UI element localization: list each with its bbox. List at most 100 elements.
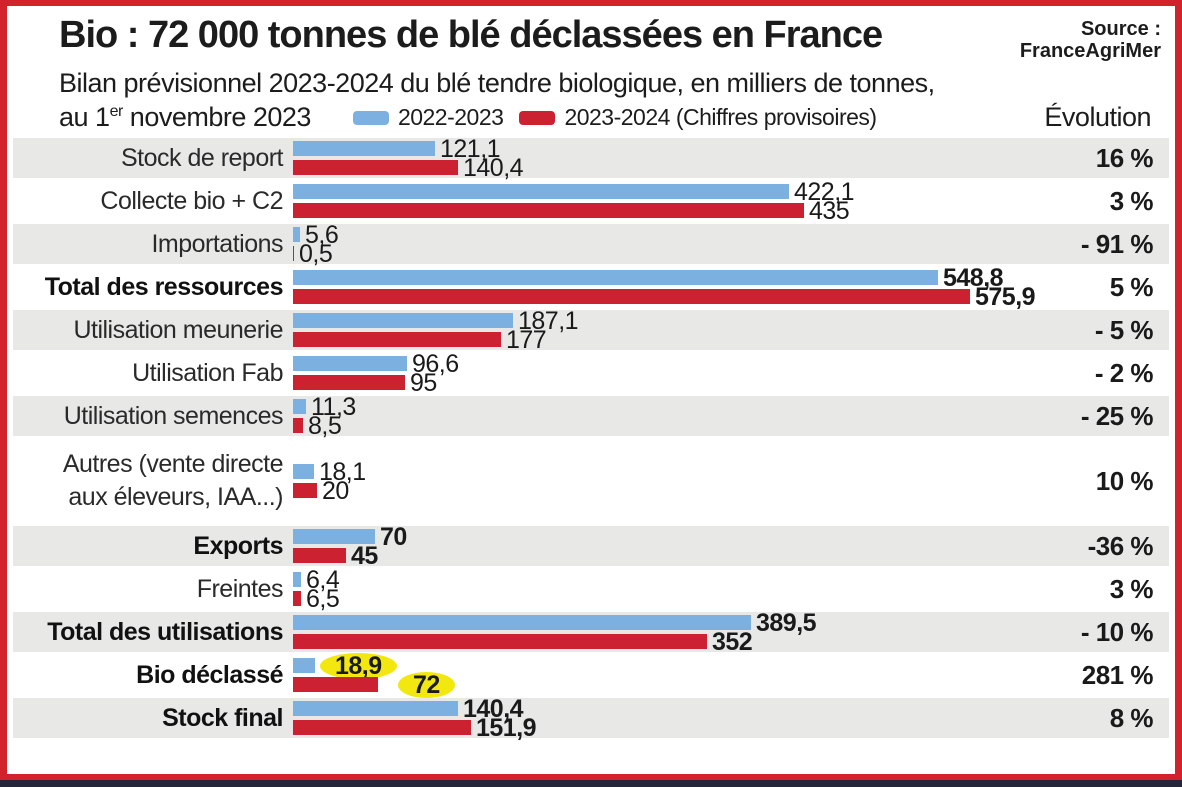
bar-2023-2024 (293, 160, 458, 176)
row-bars: 18,1 20 (293, 439, 1029, 523)
bar-2023-2024 (293, 246, 294, 262)
row-bars: 422,1 435 (293, 179, 1029, 225)
bar-value-2023-2024: 20 (322, 476, 349, 505)
bar-value-2023-2024: 435 (809, 196, 850, 225)
bar-value-2023-2024: 151,9 (476, 713, 537, 742)
row-evolution-value: 3 % (1109, 573, 1154, 604)
bar-2022-2023 (293, 464, 314, 480)
bar-value-2023-2024: 177 (506, 325, 547, 354)
row-label-line1: Importations (151, 229, 283, 258)
chart-subtitle-line2: au 1er novembre 2023 (59, 101, 312, 133)
table-row: Freintes 6,4 6,5 3 % (13, 567, 1169, 613)
row-label-line1: Stock final (162, 703, 283, 732)
bar-value-2023-2024: 575,9 (975, 282, 1036, 311)
row-label: Total des utilisations (13, 612, 293, 652)
chart-header: Bio : 72 000 tonnes de blé déclassées en… (7, 6, 1175, 136)
chart-rows: Stock de report 121,1 140,4 16 % Collecte bi… (7, 136, 1175, 741)
row-bars: 121,1 140,4 (293, 136, 1029, 182)
row-label: Exports (13, 526, 293, 566)
bar-value-2023-2024: 140,4 (463, 153, 524, 182)
bar-value-2023-2024: 72 (398, 671, 455, 698)
table-row: Utilisation Fab 96,6 95 - 2 % (13, 351, 1169, 397)
row-label: Stock final (13, 698, 293, 738)
row-label: Utilisation meunerie (13, 310, 293, 350)
subtitle-date-prefix: au 1 (59, 101, 110, 132)
bar-2023-2024 (293, 332, 501, 348)
row-bars: 11,3 8,5 (293, 394, 1029, 440)
subtitle-date-suffix: novembre 2023 (122, 101, 312, 132)
row-evolution-value: 16 % (1095, 142, 1154, 173)
bar-2022-2023 (293, 615, 751, 631)
row-evolution-value: - 10 % (1080, 616, 1154, 647)
row-label-line1: Bio déclassé (136, 660, 283, 689)
row-bars: 5,6 0,5 (293, 222, 1029, 266)
bar-value-2023-2024: 6,5 (306, 584, 340, 613)
row-evolution-value: 8 % (1109, 702, 1154, 733)
bar-value-2023-2024: 352 (712, 627, 753, 656)
source-prefix: Source : (1080, 18, 1161, 40)
bar-2023-2024 (293, 289, 970, 305)
table-row: Total des ressources 548,8 575,9 5 % (13, 265, 1169, 309)
row-evolution-value: 5 % (1109, 271, 1154, 302)
row-label: Autres (vente directe aux éleveurs, IAA..… (13, 439, 293, 523)
table-row: Autres (vente directe aux éleveurs, IAA..… (13, 439, 1169, 523)
table-row: Collecte bio + C2 422,1 435 3 % (13, 179, 1169, 225)
bar-2022-2023 (293, 270, 938, 286)
bar-value-2022-2023: 389,5 (756, 608, 817, 637)
table-row: Utilisation meunerie 187,1 177 - 5 % (13, 308, 1169, 354)
table-row: Exports 70 45 -36 % (13, 522, 1169, 570)
row-label-line1: Freintes (196, 574, 284, 603)
bar-value-2023-2024: 95 (410, 368, 437, 397)
row-evolution-value: 10 % (1095, 465, 1154, 496)
row-label: Bio déclassé (13, 655, 293, 695)
bar-2022-2023 (293, 572, 301, 588)
bar-2023-2024 (293, 548, 346, 564)
row-bars: 389,5 352 (293, 608, 1029, 656)
row-evolution-value: 281 % (1081, 659, 1154, 690)
bar-2022-2023 (293, 141, 435, 157)
row-label-line2: aux éleveurs, IAA...) (68, 483, 283, 512)
bar-2023-2024 (293, 203, 804, 219)
row-evolution-value: -36 % (1087, 530, 1154, 561)
row-label-line1: Exports (193, 531, 283, 560)
row-label: Importations (13, 224, 293, 264)
bar-2023-2024 (293, 483, 317, 499)
row-evolution-value: - 91 % (1080, 228, 1154, 259)
bar-value-2023-2024: 8,5 (308, 411, 342, 440)
bar-2022-2023 (293, 184, 789, 200)
row-bars: 96,6 95 (293, 351, 1029, 397)
table-row: Bio déclassé 18,9 72 281 % (13, 652, 1169, 698)
legend-label-2023-2024: 2023-2024 (Chiffres provisoires) (564, 103, 877, 130)
table-row: Importations 5,6 0,5 - 91 % (13, 222, 1169, 266)
legend-label-2022-2023: 2022-2023 (397, 103, 504, 130)
row-bars: 70 45 (293, 522, 1029, 570)
bar-2023-2024 (293, 418, 303, 434)
bottom-edge-strip (0, 780, 1182, 787)
chart-legend: 2022-2023 2023-2024 (Chiffres provisoire… (352, 103, 893, 130)
bar-2022-2023 (293, 658, 315, 674)
bar-value-2022-2023: 70 (380, 522, 407, 551)
row-label: Collecte bio + C2 (13, 181, 293, 221)
row-label-line1: Utilisation meunerie (73, 315, 283, 344)
row-evolution-value: - 2 % (1094, 357, 1154, 388)
bar-value-2023-2024: 45 (351, 541, 378, 570)
row-label-line1: Total des utilisations (47, 617, 283, 646)
bar-2022-2023 (293, 313, 513, 329)
table-row: Stock final 140,4 151,9 8 % (13, 696, 1169, 742)
row-bars: 140,4 151,9 (293, 696, 1029, 742)
bar-2022-2023 (293, 227, 300, 243)
legend-swatch-2023-2024 (519, 110, 556, 125)
row-label: Total des ressources (13, 267, 293, 307)
row-label-line1: Collecte bio + C2 (100, 186, 283, 215)
bar-2022-2023 (293, 399, 306, 415)
subtitle-date-superscript: er (109, 102, 124, 120)
legend-swatch-2022-2023 (352, 110, 389, 125)
row-label-line1: Utilisation Fab (132, 358, 283, 387)
evolution-column-header: Évolution (1044, 101, 1151, 132)
row-bars: 548,8 575,9 (293, 265, 1036, 309)
source-name: FranceAgriMer (1019, 40, 1161, 62)
row-label: Freintes (13, 569, 293, 609)
page-title: Bio : 72 000 tonnes de blé déclassées en… (59, 14, 883, 56)
row-evolution-value: 3 % (1109, 185, 1154, 216)
